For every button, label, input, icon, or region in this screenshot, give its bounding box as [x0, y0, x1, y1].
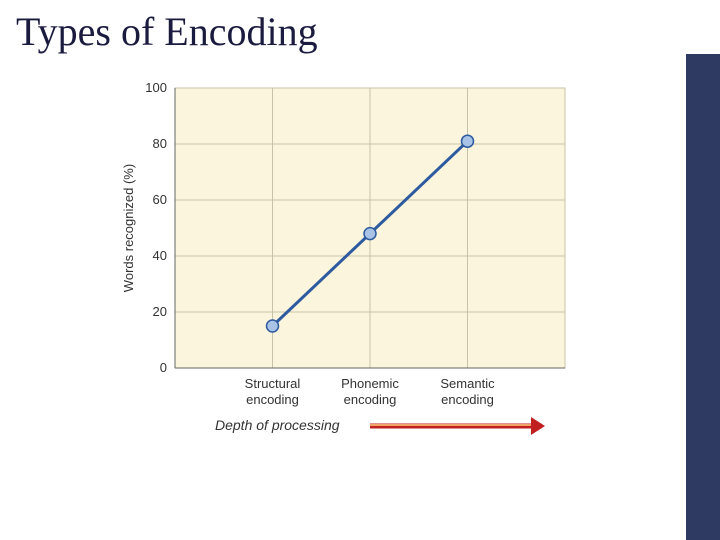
ytick-label: 40 — [153, 248, 167, 263]
ytick-label: 80 — [153, 136, 167, 151]
arrow-head — [531, 417, 545, 435]
chart-svg: 020406080100StructuralencodingPhonemicen… — [115, 78, 585, 478]
xtick-label: Structural — [245, 376, 301, 391]
page-title: Types of Encoding — [16, 8, 318, 55]
ytick-label: 20 — [153, 304, 167, 319]
xtick-sublabel: encoding — [441, 392, 494, 407]
encoding-chart: 020406080100StructuralencodingPhonemicen… — [115, 78, 585, 478]
data-marker — [267, 320, 279, 332]
slide: Types of Encoding 0 20 40 60 80 100 Structural… — [0, 0, 720, 540]
y-axis-title: Words recognized (%) — [121, 164, 136, 292]
ytick-label: 100 — [145, 80, 167, 95]
data-marker — [462, 135, 474, 147]
ytick-label: 60 — [153, 192, 167, 207]
ytick-label: 0 — [160, 360, 167, 375]
data-marker — [364, 228, 376, 240]
xtick-sublabel: encoding — [246, 392, 299, 407]
xtick-label: Semantic — [440, 376, 495, 391]
decor-sidebar — [686, 54, 720, 540]
xtick-label: Phonemic — [341, 376, 399, 391]
x-axis-title: Depth of processing — [215, 417, 340, 433]
xtick-sublabel: encoding — [344, 392, 397, 407]
